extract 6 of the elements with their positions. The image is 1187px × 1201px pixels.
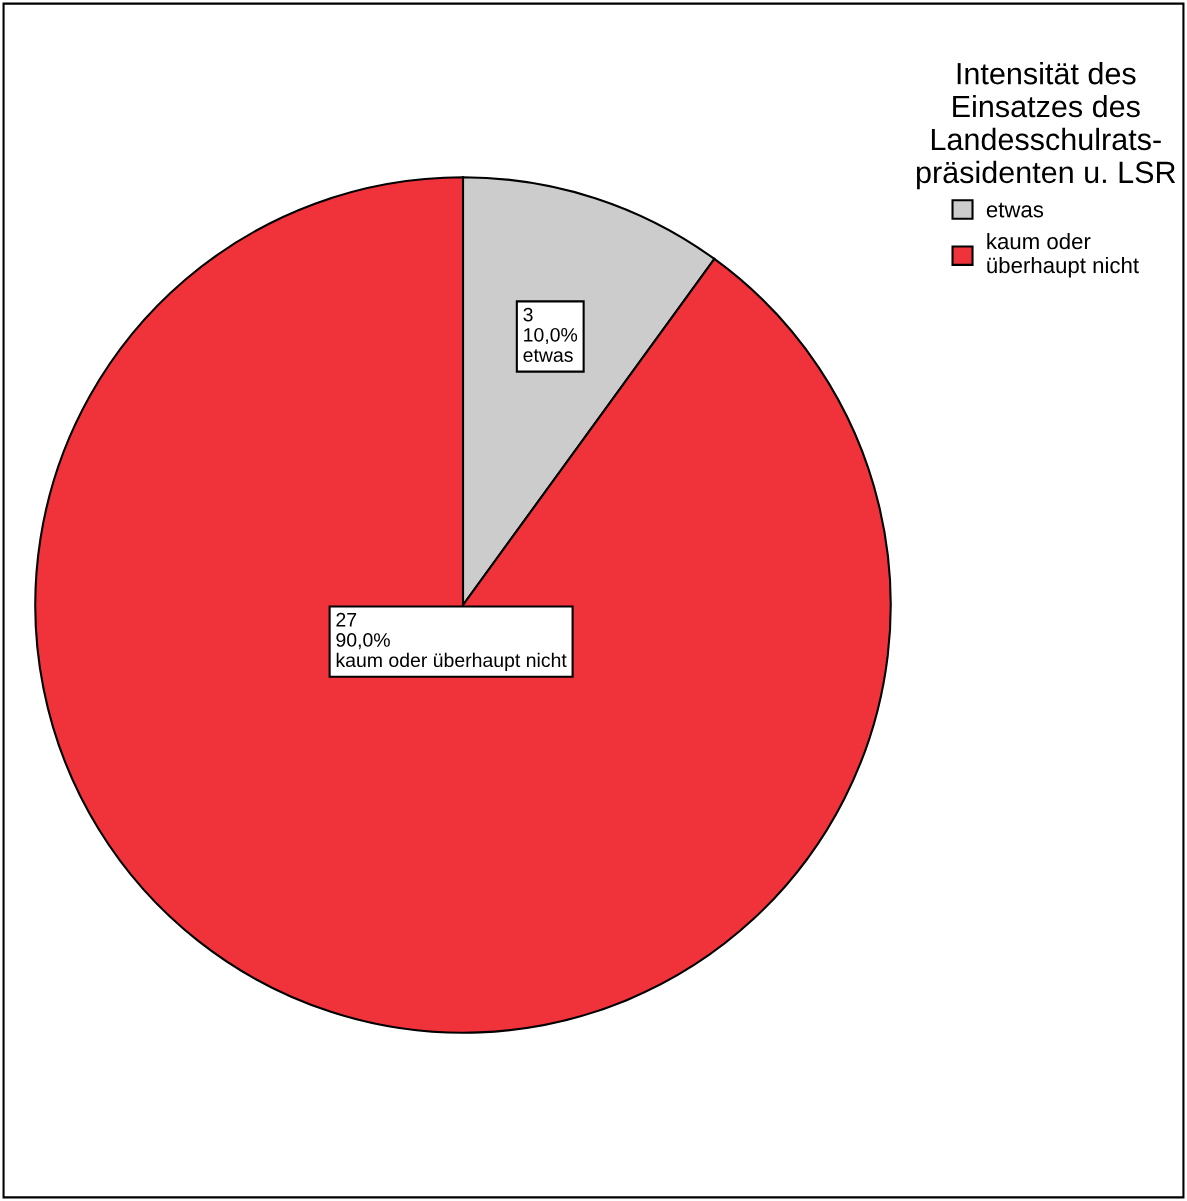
- pie-slice: [34, 176, 892, 1034]
- legend-label: kaum oder überhaupt nicht: [987, 232, 1139, 278]
- legend-label: etwas: [986, 202, 1044, 218]
- data-label: 27 90,0% kaum oder überhaupt nicht: [336, 612, 567, 671]
- data-label: 3 10,0% etwas: [523, 307, 578, 362]
- legend-title: Intensität des Einsatzes des Landesschulrats- präsidenten u. LSR: [916, 62, 1176, 190]
